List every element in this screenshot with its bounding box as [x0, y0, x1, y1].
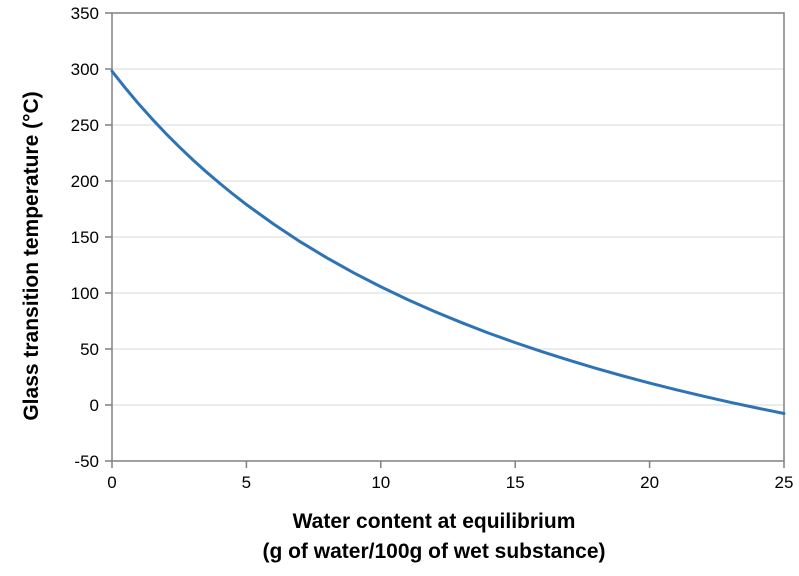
gridlines: [112, 68, 784, 406]
y-axis-title: Glass transition temperature (°C): [20, 91, 43, 420]
x-axis-title-line1: Water content at equilibrium: [293, 510, 576, 533]
x-tick-label: 20: [640, 473, 659, 492]
axis-ticks: [105, 12, 785, 468]
y-axis-tick-labels: -50 0 50 100 150 200 250 300 350: [71, 4, 99, 471]
y-tick-label: 150: [71, 228, 99, 247]
y-tick-label: 100: [71, 284, 99, 303]
y-tick-label: -50: [74, 452, 99, 471]
x-tick-label: 0: [107, 473, 116, 492]
tg-curve: [110, 69, 786, 416]
x-tick-label: 25: [775, 473, 794, 492]
x-tick-label: 10: [371, 473, 390, 492]
y-tick-label: 300: [71, 60, 99, 79]
x-tick-label: 15: [506, 473, 525, 492]
x-axis-title-line2: (g of water/100g of wet substance): [262, 540, 605, 563]
y-tick-label: 0: [90, 396, 99, 415]
x-tick-label: 5: [242, 473, 251, 492]
y-tick-label: 250: [71, 116, 99, 135]
x-axis-tick-labels: 0 5 10 15 20 25: [107, 473, 793, 492]
y-tick-label: 350: [71, 4, 99, 23]
y-tick-label: 50: [80, 340, 99, 359]
y-tick-label: 200: [71, 172, 99, 191]
